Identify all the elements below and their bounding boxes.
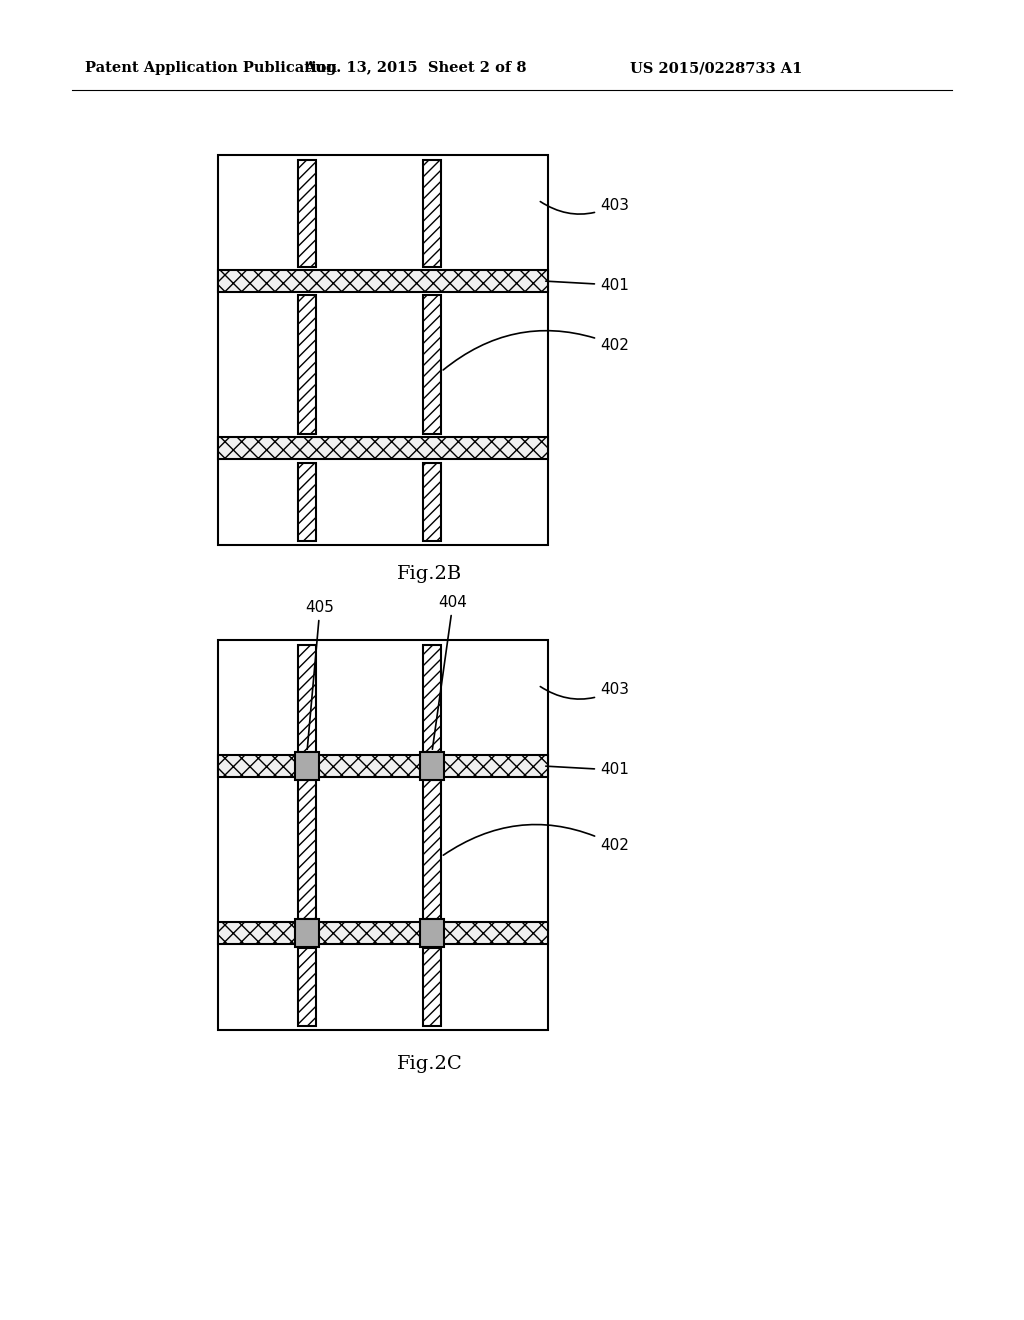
Bar: [420, 752, 444, 780]
Bar: [423, 948, 441, 1026]
Text: 401: 401: [546, 763, 629, 777]
Bar: [420, 919, 444, 946]
Text: 405: 405: [305, 601, 335, 750]
Text: 403: 403: [541, 682, 629, 700]
Bar: [295, 919, 319, 946]
Text: 402: 402: [443, 825, 629, 855]
Text: Fig.2B: Fig.2B: [397, 565, 463, 583]
Text: Aug. 13, 2015  Sheet 2 of 8: Aug. 13, 2015 Sheet 2 of 8: [304, 61, 526, 75]
Bar: [298, 160, 316, 267]
Text: 403: 403: [541, 198, 629, 214]
Bar: [218, 437, 548, 459]
Bar: [295, 752, 319, 780]
Bar: [423, 160, 441, 267]
Bar: [298, 645, 316, 752]
Bar: [423, 294, 441, 434]
Text: Fig.2C: Fig.2C: [397, 1055, 463, 1073]
Bar: [218, 640, 548, 1030]
Bar: [423, 645, 441, 752]
Text: 401: 401: [546, 277, 629, 293]
Bar: [298, 294, 316, 434]
Bar: [298, 948, 316, 1026]
Bar: [298, 463, 316, 541]
Bar: [423, 780, 441, 919]
Text: 402: 402: [443, 330, 629, 370]
Text: Patent Application Publication: Patent Application Publication: [85, 61, 337, 75]
Bar: [218, 921, 548, 944]
Bar: [218, 271, 548, 292]
Bar: [218, 755, 548, 777]
Text: US 2015/0228733 A1: US 2015/0228733 A1: [630, 61, 803, 75]
Bar: [218, 154, 548, 545]
Bar: [423, 463, 441, 541]
Bar: [298, 780, 316, 919]
Text: 404: 404: [432, 595, 467, 750]
